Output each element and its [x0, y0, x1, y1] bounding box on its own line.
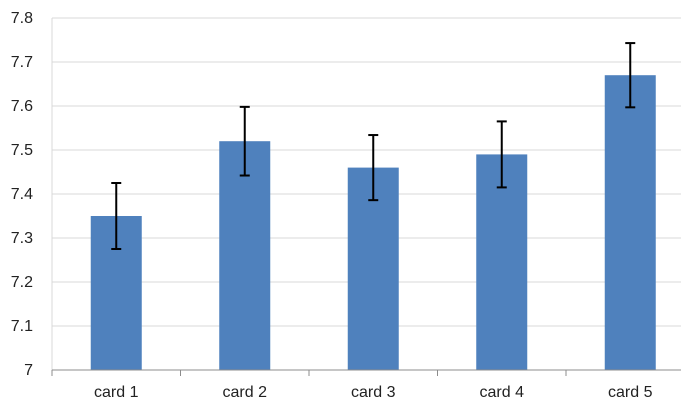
y-tick-label: 7.7 — [11, 54, 33, 71]
y-tick-label: 7.5 — [11, 142, 33, 159]
y-tick-label: 7 — [24, 362, 33, 379]
x-tick-label: card 4 — [480, 384, 525, 401]
x-axis-category-labels: card 1 card 2 card 3 card 4 card 5 — [94, 384, 653, 401]
x-tick-label: card 3 — [351, 384, 396, 401]
y-tick-label: 7.4 — [11, 186, 33, 203]
y-tick-label: 7.2 — [11, 274, 33, 291]
y-tick-label: 7.8 — [11, 10, 33, 27]
y-tick-label: 7.3 — [11, 230, 33, 247]
y-tick-label: 7.6 — [11, 98, 33, 115]
y-axis-tick-labels: 7 7.1 7.2 7.3 7.4 7.5 7.6 7.7 7.8 — [11, 10, 33, 379]
bar-card-5 — [605, 75, 656, 370]
x-tick-label: card 5 — [608, 384, 653, 401]
y-tick-label: 7.1 — [11, 318, 33, 335]
x-tick-label: card 2 — [223, 384, 268, 401]
x-tick-label: card 1 — [94, 384, 139, 401]
